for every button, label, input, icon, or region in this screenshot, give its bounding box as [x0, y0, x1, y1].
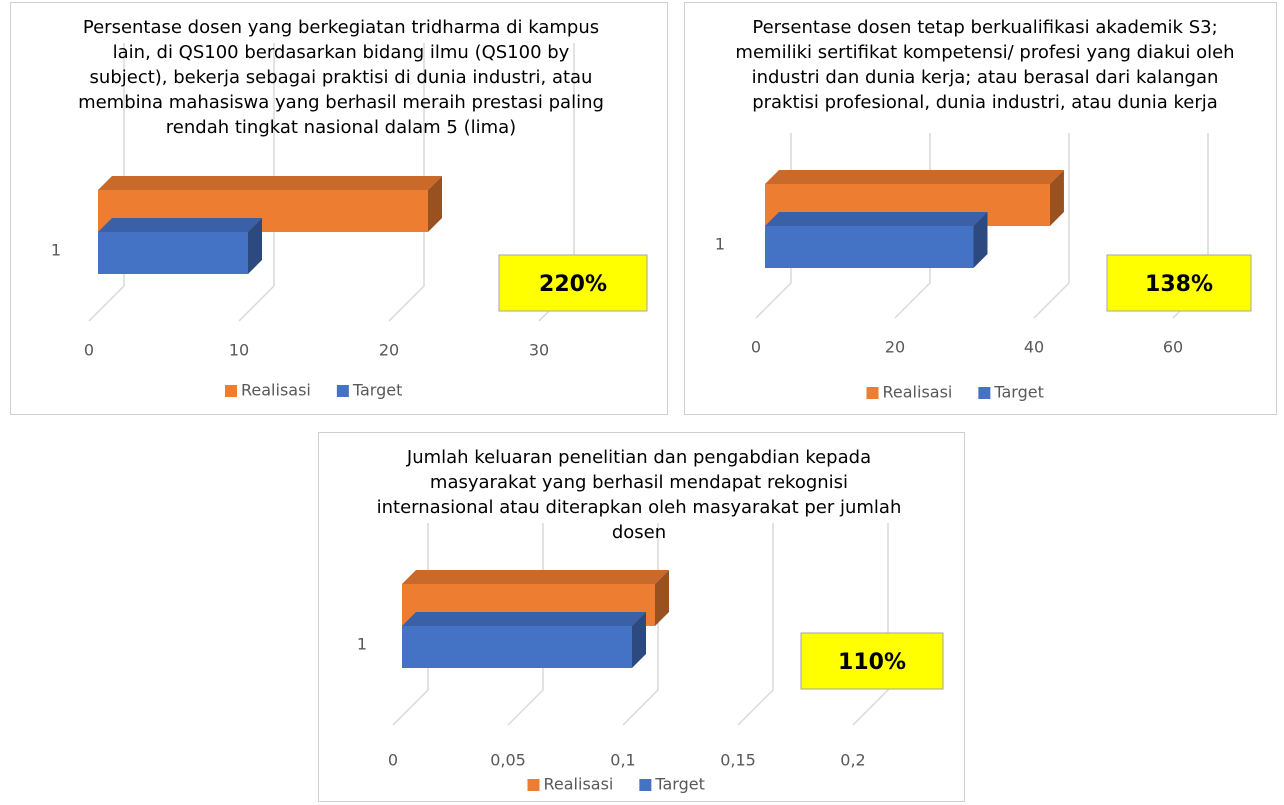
legend-swatch — [866, 387, 879, 399]
chart: 0 0,05 0,1 0,15 0,2 1 110% Realisasi Target — [357, 523, 944, 794]
chart: 0 20 40 60 1 138% Realisasi Target — [715, 133, 1252, 402]
annotation-box — [800, 632, 944, 690]
legend-label: Realisasi — [544, 775, 614, 794]
annotation-box — [498, 254, 648, 312]
grid-line — [388, 43, 425, 322]
x-tick-label: 0 — [84, 341, 94, 360]
chart-title: Persentase dosen yang berkegiatan tridha… — [78, 17, 604, 138]
bar-front — [402, 626, 632, 668]
legend-label: Realisasi — [241, 381, 311, 400]
bar-top — [98, 176, 442, 190]
grid-line — [737, 523, 774, 726]
legend-swatch — [978, 387, 991, 399]
bar-side — [248, 218, 262, 274]
annotation-box — [1106, 254, 1252, 312]
legend-label: Target — [993, 383, 1044, 402]
x-tick-label: 0,15 — [720, 751, 756, 770]
x-tick-label: 20 — [885, 338, 905, 357]
bar-side — [428, 176, 442, 232]
legend-swatch — [225, 385, 237, 397]
bar — [98, 218, 262, 274]
x-tick-label: 0 — [388, 751, 398, 770]
bar-front — [98, 232, 248, 274]
annotation: 220% — [539, 272, 607, 297]
x-tick-label: 40 — [1024, 338, 1044, 357]
bar-front — [765, 226, 974, 268]
bar-top — [765, 170, 1064, 184]
bar-top — [98, 218, 262, 232]
chart-panel: 0 20 40 60 1 138% Realisasi Target Persentase do… — [684, 2, 1277, 415]
x-tick-label: 60 — [1163, 338, 1183, 357]
grid-line — [852, 523, 889, 726]
x-tick-label: 0,1 — [610, 751, 635, 770]
chart: 0 10 20 30 1 220% Realisasi Target — [51, 43, 648, 400]
x-tick-label: 20 — [379, 341, 399, 360]
chart-panel: 0 10 20 30 1 220% Realisasi Target Persentase do… — [10, 2, 668, 415]
bar-top — [765, 212, 988, 226]
legend-label: Target — [654, 775, 705, 794]
legend-label: Realisasi — [883, 383, 953, 402]
x-tick-label: 0,2 — [840, 751, 865, 770]
x-tick-label: 30 — [529, 341, 549, 360]
x-tick-label: 10 — [229, 341, 249, 360]
legend-swatch — [639, 779, 652, 791]
category-label: 1 — [357, 635, 367, 654]
annotation: 138% — [1145, 272, 1213, 297]
bar-top — [402, 612, 646, 626]
chart-title: Persentase dosen tetap berkualifikasi ak… — [735, 17, 1235, 113]
chart-panel: 0 0,05 0,1 0,15 0,2 1 110% Realisasi Target Jumla… — [318, 432, 965, 802]
x-tick-label: 0,05 — [490, 751, 526, 770]
bar-top — [402, 570, 669, 584]
bar-side — [1049, 170, 1064, 226]
bar-side — [655, 570, 669, 626]
legend-swatch — [336, 385, 349, 397]
grid-line — [1033, 133, 1070, 319]
category-label: 1 — [715, 235, 725, 254]
bar — [402, 612, 646, 668]
annotation: 110% — [838, 650, 906, 675]
legend-swatch — [527, 779, 540, 791]
bar-side — [973, 212, 988, 268]
x-tick-label: 0 — [751, 338, 761, 357]
grid-line — [238, 43, 275, 322]
category-label: 1 — [51, 241, 61, 260]
legend-label: Target — [352, 381, 403, 400]
bar — [765, 212, 988, 268]
chart-title: Jumlah keluaran penelitian dan pengabdia… — [376, 447, 902, 543]
bar-side — [632, 612, 646, 668]
grid-line — [88, 43, 125, 322]
